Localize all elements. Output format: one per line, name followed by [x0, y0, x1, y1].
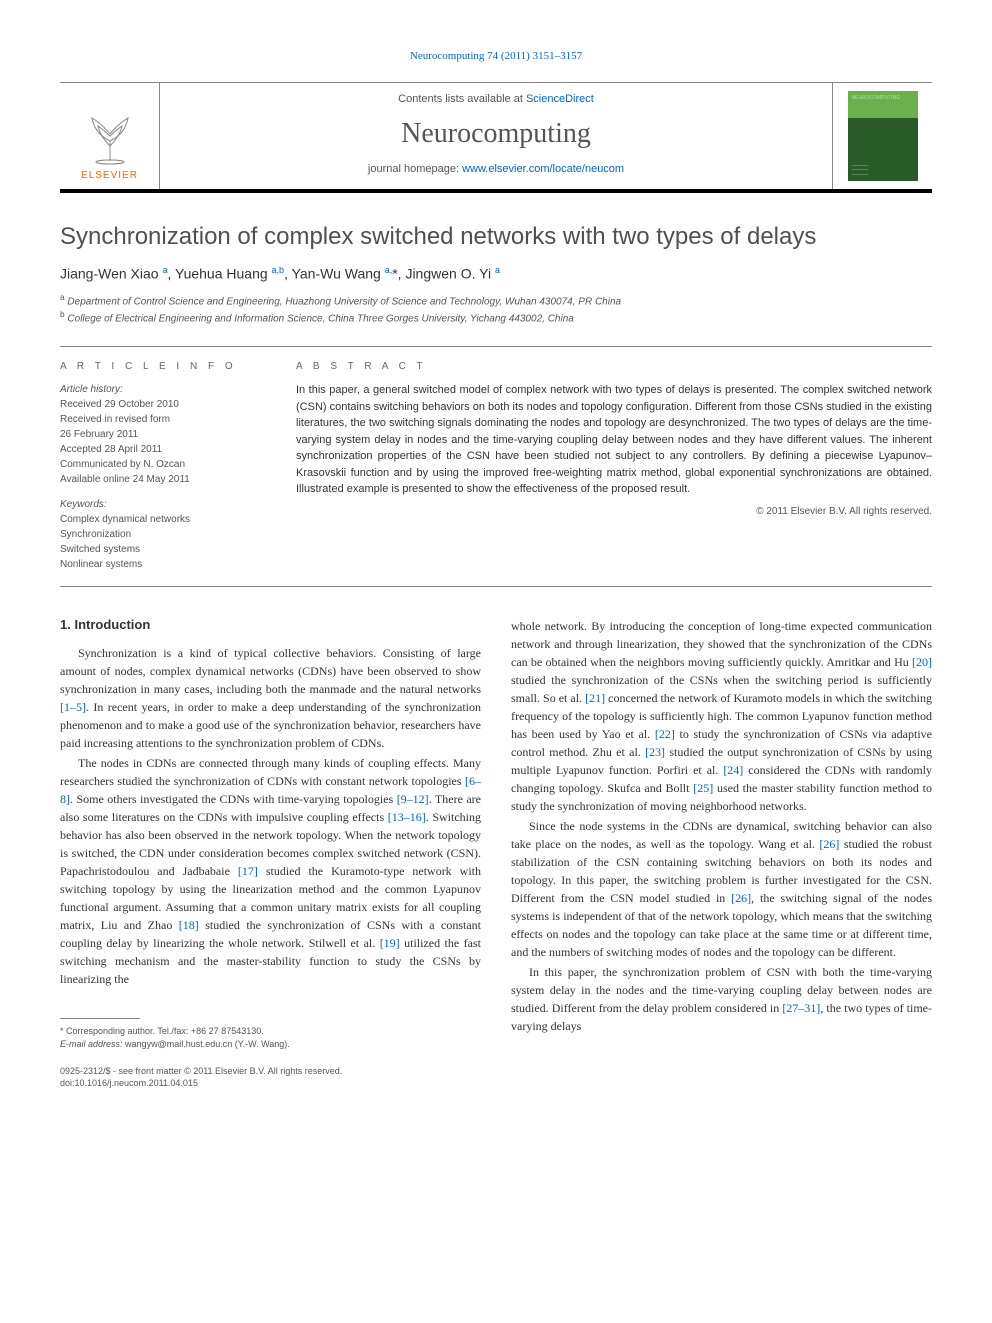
- body-paragraph: Since the node systems in the CDNs are d…: [511, 817, 932, 961]
- doi-line: doi:10.1016/j.neucom.2011.04.015: [60, 1077, 481, 1090]
- right-column: whole network. By introducing the concep…: [511, 617, 932, 1089]
- history-line: Received 29 October 2010: [60, 397, 264, 412]
- masthead: ELSEVIER Contents lists available at Sci…: [60, 82, 932, 193]
- publisher-block: ELSEVIER: [60, 83, 160, 189]
- contents-available-line: Contents lists available at ScienceDirec…: [168, 93, 824, 105]
- journal-name: Neurocomputing: [168, 118, 824, 150]
- article-title: Synchronization of complex switched netw…: [60, 223, 932, 251]
- abstract-box: A B S T R A C T In this paper, a general…: [280, 347, 932, 587]
- left-column: 1. Introduction Synchronization is a kin…: [60, 617, 481, 1089]
- section-heading: 1. Introduction: [60, 617, 481, 632]
- publisher-name: ELSEVIER: [81, 170, 138, 181]
- journal-cover-thumbnail: NEUROCOMPUTING ──────────────────: [848, 91, 918, 181]
- footer-meta: 0925-2312/$ - see front matter © 2011 El…: [60, 1065, 481, 1090]
- elsevier-tree-icon: [80, 106, 140, 166]
- history-line: Available online 24 May 2011: [60, 472, 264, 487]
- keyword: Switched systems: [60, 542, 264, 557]
- keyword: Synchronization: [60, 527, 264, 542]
- corresponding-author-footnote: * Corresponding author. Tel./fax: +86 27…: [60, 1025, 481, 1038]
- footnote-rule: [60, 1018, 140, 1019]
- body-paragraph: Synchronization is a kind of typical col…: [60, 644, 481, 752]
- abstract-heading: A B S T R A C T: [296, 361, 932, 372]
- history-label: Article history:: [60, 382, 264, 397]
- keywords-label: Keywords:: [60, 497, 264, 512]
- body-columns: 1. Introduction Synchronization is a kin…: [60, 617, 932, 1089]
- history-line: Received in revised form: [60, 412, 264, 427]
- journal-homepage-link[interactable]: www.elsevier.com/locate/neucom: [462, 163, 624, 175]
- history-line: Communicated by N. Ozcan: [60, 457, 264, 472]
- history-line: Accepted 28 April 2011: [60, 442, 264, 457]
- keyword: Nonlinear systems: [60, 557, 264, 572]
- body-paragraph: In this paper, the synchronization probl…: [511, 963, 932, 1035]
- sciencedirect-link[interactable]: ScienceDirect: [526, 93, 594, 105]
- journal-citation: Neurocomputing 74 (2011) 3151–3157: [60, 50, 932, 62]
- issn-line: 0925-2312/$ - see front matter © 2011 El…: [60, 1065, 481, 1078]
- body-paragraph: whole network. By introducing the concep…: [511, 617, 932, 815]
- affiliations: a Department of Control Science and Engi…: [60, 292, 932, 327]
- keyword: Complex dynamical networks: [60, 512, 264, 527]
- abstract-copyright: © 2011 Elsevier B.V. All rights reserved…: [296, 506, 932, 517]
- journal-homepage-line: journal homepage: www.elsevier.com/locat…: [168, 163, 824, 175]
- article-info-heading: A R T I C L E I N F O: [60, 361, 264, 372]
- author-list: Jiang-Wen Xiao a, Yuehua Huang a,b, Yan-…: [60, 265, 932, 282]
- body-paragraph: The nodes in CDNs are connected through …: [60, 754, 481, 988]
- affiliation: b College of Electrical Engineering and …: [60, 309, 932, 326]
- article-info-box: A R T I C L E I N F O Article history: R…: [60, 347, 280, 587]
- email-footnote: E-mail address: wangyw@mail.hust.edu.cn …: [60, 1038, 481, 1051]
- abstract-text: In this paper, a general switched model …: [296, 382, 932, 498]
- history-line: 26 February 2011: [60, 427, 264, 442]
- affiliation: a Department of Control Science and Engi…: [60, 292, 932, 309]
